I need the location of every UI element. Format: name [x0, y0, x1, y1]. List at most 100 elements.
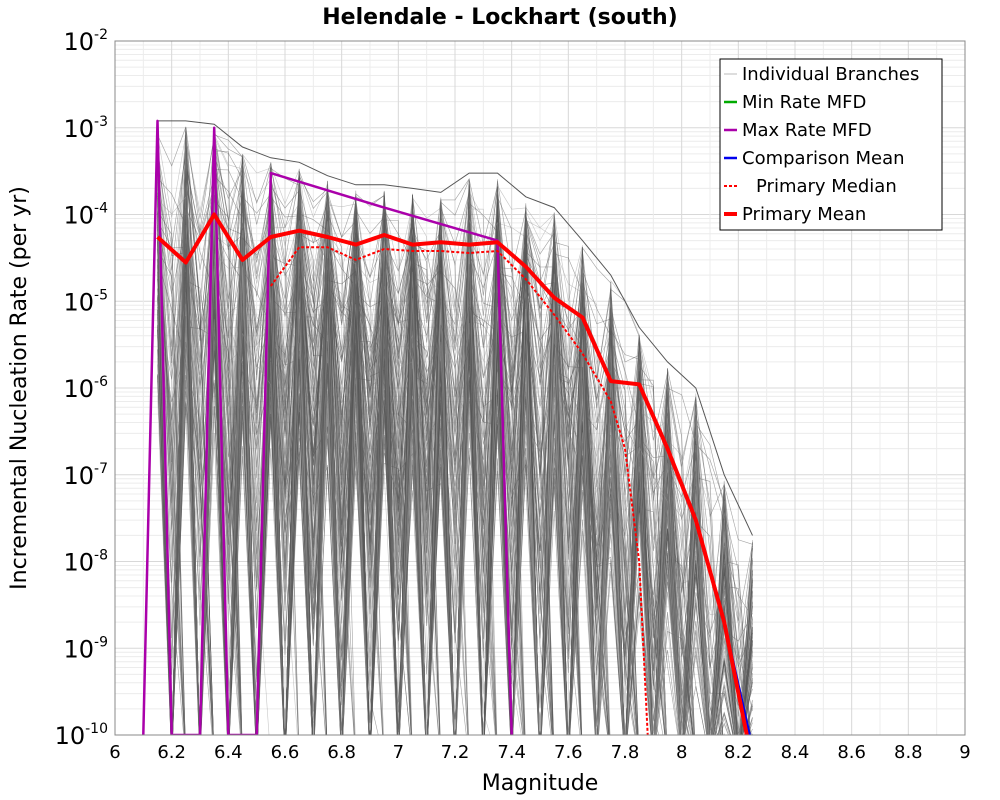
- branch-line: [172, 313, 753, 735]
- branch-line: [157, 220, 682, 735]
- branch-line: [157, 209, 753, 735]
- branch-line: [171, 139, 610, 735]
- branch-line: [157, 131, 738, 735]
- branch-line: [157, 148, 738, 735]
- legend: Individual Branches Min Rate MFD Max Rate …: [719, 58, 943, 231]
- branch-line: [172, 230, 749, 735]
- branch-line: [157, 190, 737, 735]
- x-tick-label: 8: [676, 742, 687, 763]
- branch-line: [172, 227, 731, 735]
- branch-line: [157, 297, 609, 735]
- branch-line: [172, 260, 753, 735]
- branch-line: [172, 159, 753, 735]
- branch-line: [157, 206, 753, 735]
- y-axis-label: Incremental Nucleation Rate (per yr): [7, 186, 32, 590]
- branch-line: [157, 223, 753, 735]
- branch-line: [157, 169, 710, 735]
- x-tick-label: 8.4: [781, 742, 810, 763]
- x-tick-label: 7.6: [554, 742, 583, 763]
- branch-line: [200, 206, 681, 735]
- branch-line: [157, 218, 753, 735]
- branch-line: [172, 168, 753, 735]
- branch-line: [257, 165, 753, 735]
- y-tick-label: 10-8: [63, 548, 108, 577]
- branch-line: [157, 195, 738, 735]
- branch-line: [157, 129, 753, 735]
- branch-line: [157, 182, 753, 735]
- branch-line: [172, 258, 729, 735]
- branch-line: [157, 164, 753, 735]
- y-tick-label: 10-2: [63, 27, 108, 56]
- primary-median-line: [269, 246, 649, 735]
- x-tick-label: 6: [109, 742, 120, 763]
- branch-line: [157, 197, 694, 735]
- branch-line: [157, 253, 753, 735]
- legend-label: Individual Branches: [742, 64, 919, 85]
- y-tick-label: 10-5: [63, 287, 108, 316]
- y-tick-label: 10-7: [63, 461, 108, 490]
- branch-line: [200, 214, 753, 735]
- branch-line: [157, 248, 753, 735]
- branch-line: [172, 181, 753, 735]
- branch-line: [157, 249, 735, 735]
- plot-frame: [114, 40, 966, 736]
- branch-line: [200, 251, 737, 735]
- branch-line: [157, 185, 753, 735]
- branch-line: [157, 216, 737, 735]
- branch-line: [157, 305, 709, 735]
- branch-line: [200, 163, 750, 735]
- legend-label: Primary Mean: [742, 204, 866, 225]
- branch-line: [157, 223, 737, 735]
- branch-line: [157, 195, 667, 735]
- branch-line: [157, 247, 748, 735]
- branch-line: [157, 126, 710, 735]
- branch-line: [157, 173, 653, 735]
- branch-line: [157, 135, 753, 735]
- branch-line: [157, 199, 753, 735]
- y-tick-label: 10-6: [63, 374, 108, 403]
- chart-title: Helendale - Lockhart (south): [322, 5, 677, 30]
- x-tick-label: 8.8: [894, 742, 923, 763]
- x-tick-label: 8.2: [724, 742, 753, 763]
- branch-line: [157, 150, 723, 735]
- branch-line: [157, 163, 666, 735]
- branch-line: [157, 243, 753, 735]
- branch-line: [157, 197, 681, 735]
- y-tick-label: 10-9: [63, 634, 108, 663]
- branch-line: [157, 164, 625, 735]
- branch-line: [228, 258, 753, 735]
- legend-label: Comparison Mean: [742, 148, 905, 169]
- branch-line: [157, 147, 753, 735]
- branch-line: [157, 126, 753, 735]
- y-tick-label: 10-3: [63, 114, 108, 143]
- branch-line: [257, 211, 718, 735]
- branch-line: [157, 283, 753, 735]
- branch-line: [171, 129, 682, 735]
- branch-line: [171, 127, 738, 735]
- branch-line: [157, 183, 710, 735]
- x-tick-label: 8.6: [837, 742, 866, 763]
- branch-line: [157, 192, 734, 735]
- branch-line: [228, 235, 753, 735]
- individual-branches: [157, 120, 753, 735]
- branch-line: [172, 239, 737, 735]
- branch-line: [157, 181, 751, 735]
- branch-line: [172, 218, 729, 735]
- legend-label: Min Rate MFD: [742, 92, 866, 113]
- y-tick-labels: 10-2 10-3 10-4 10-5 10-6 10-7 10-8 10-9 10-10: [55, 27, 109, 750]
- branch-line: [172, 242, 753, 735]
- branch-line: [172, 316, 753, 735]
- branch-line: [157, 149, 753, 735]
- branch-envelope: [157, 120, 753, 536]
- branch-line: [172, 237, 753, 735]
- branch-line: [157, 200, 751, 735]
- branch-line: [200, 136, 738, 735]
- branch-line: [157, 129, 753, 735]
- branch-line: [157, 224, 753, 735]
- branch-line: [171, 133, 753, 735]
- x-tick-label: 9: [959, 742, 970, 763]
- branch-line: [172, 159, 753, 735]
- branch-line: [200, 230, 751, 735]
- x-tick-label: 6.4: [214, 742, 243, 763]
- branch-line: [172, 166, 753, 735]
